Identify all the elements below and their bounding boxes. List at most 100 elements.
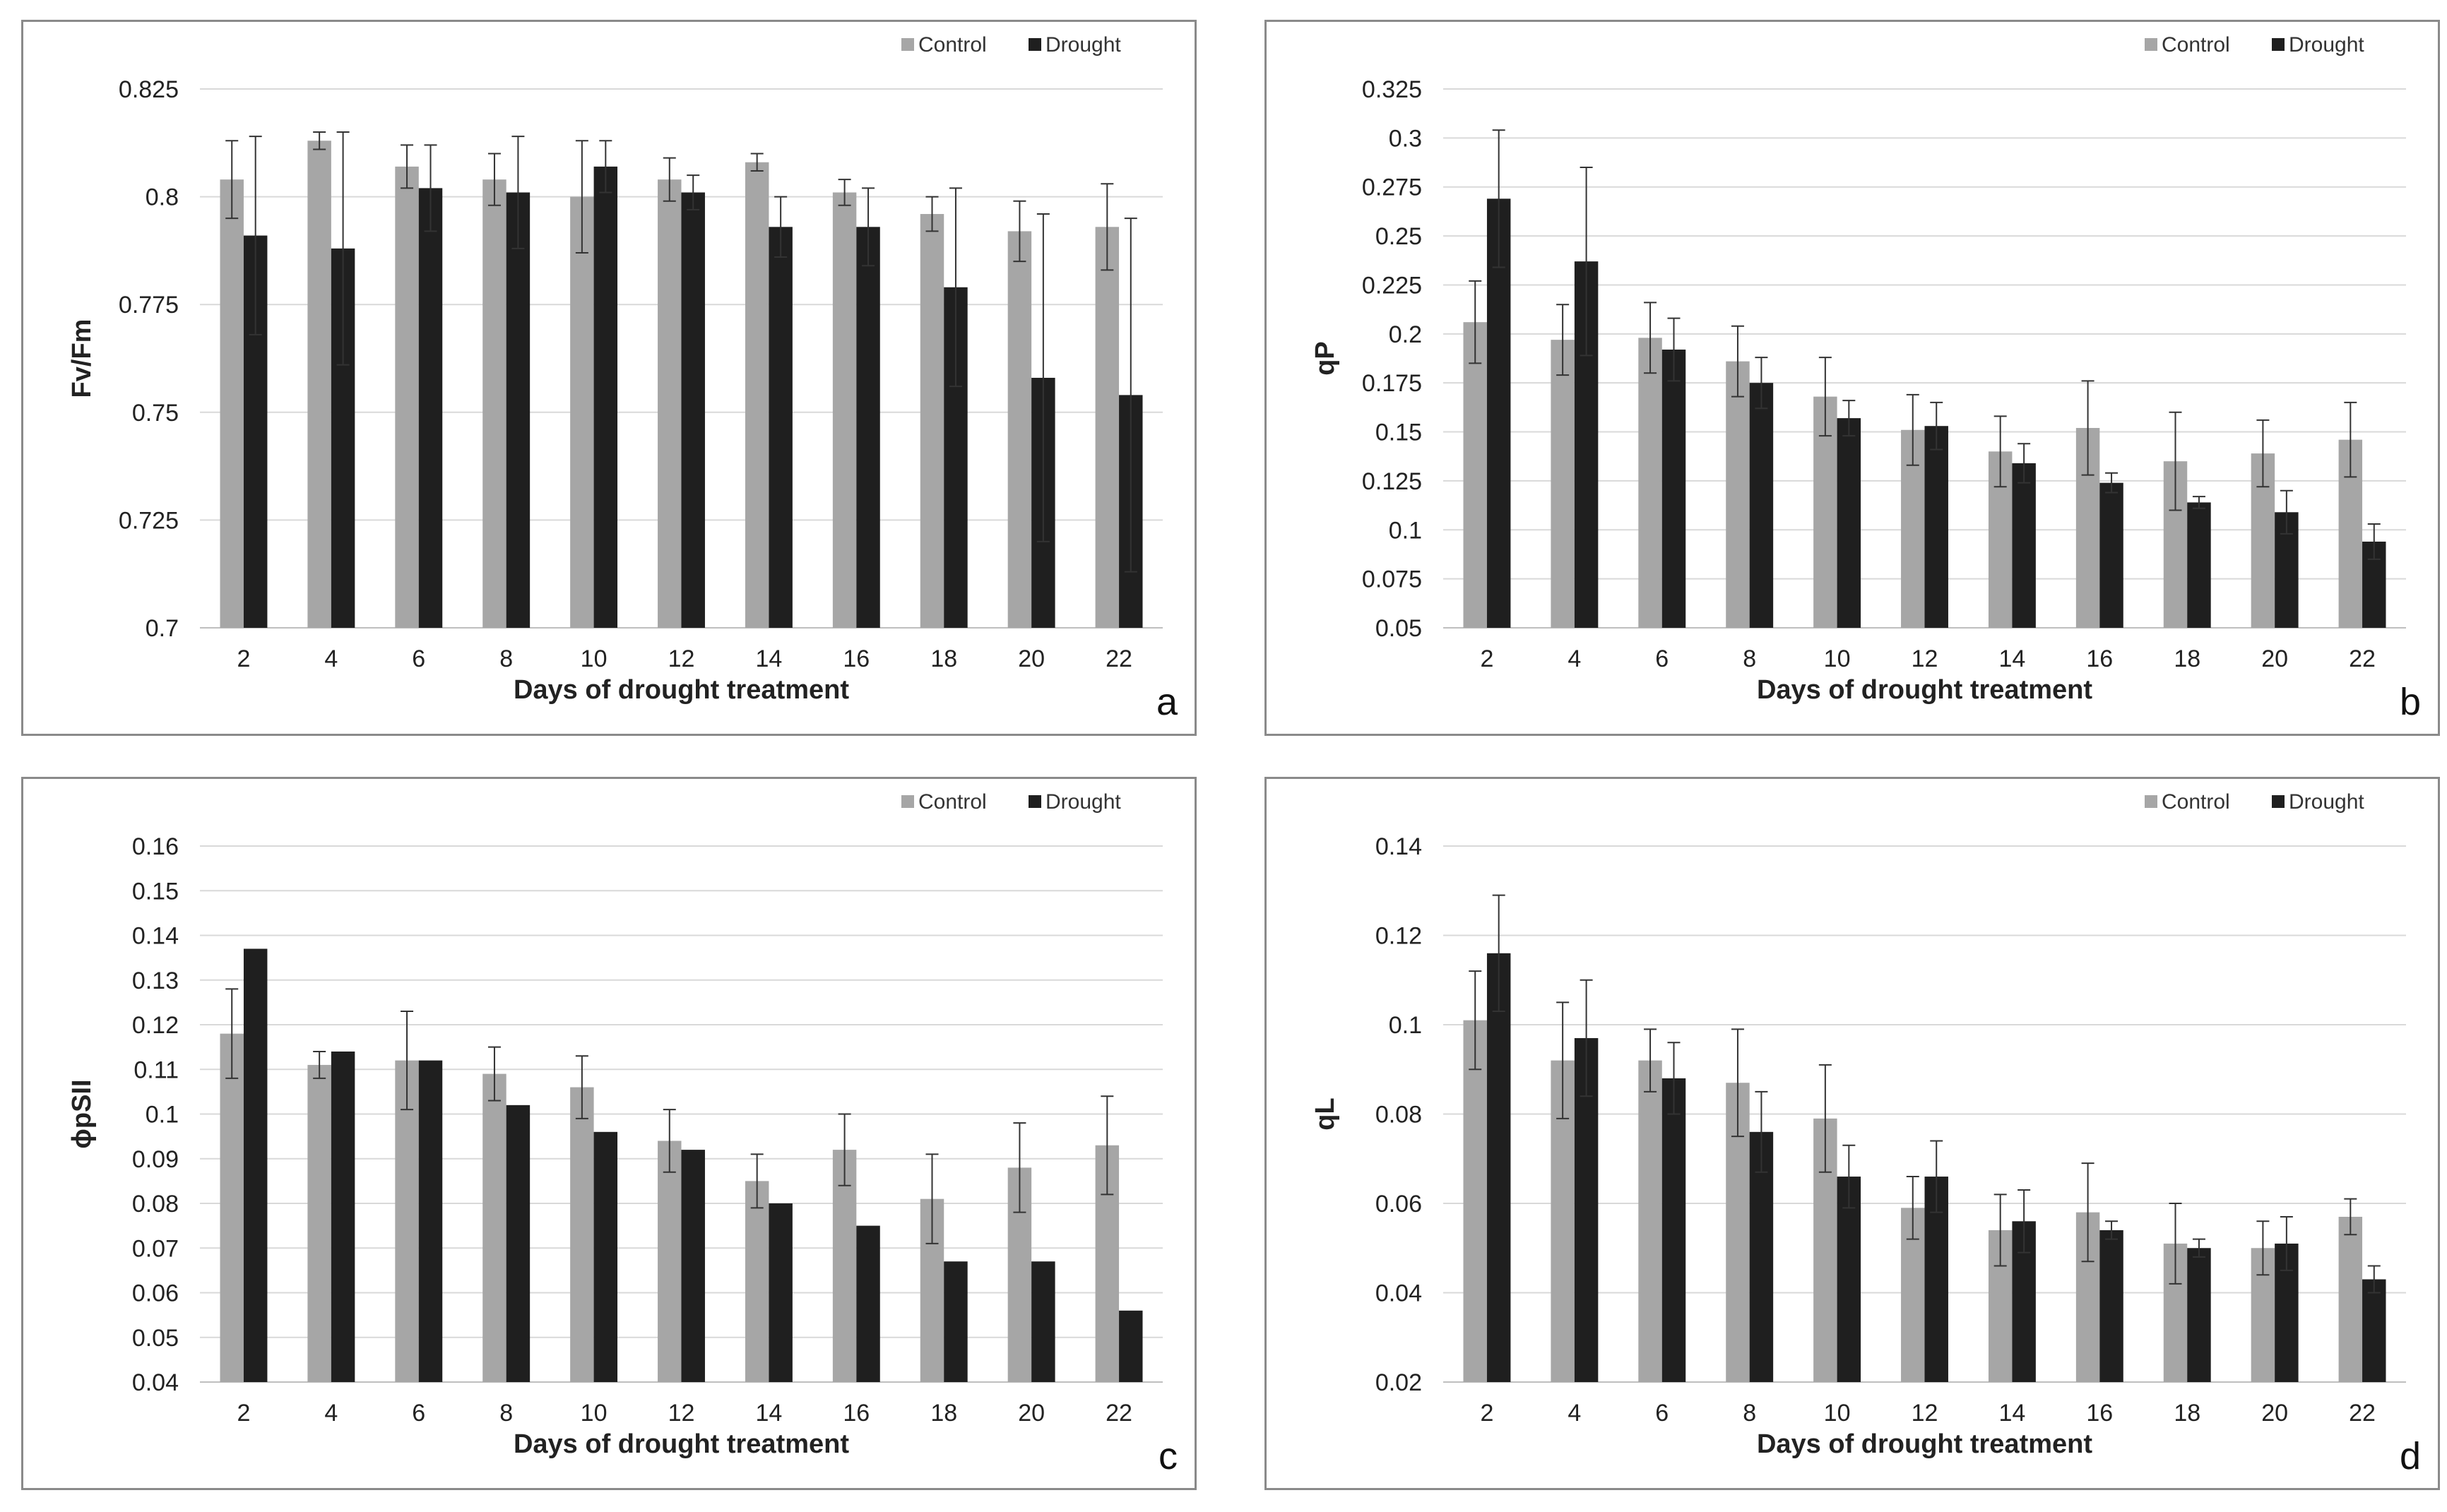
x-tick-label: 8 (1743, 1400, 1756, 1427)
y-tick-label: 0.05 (1375, 615, 1422, 642)
bar-drought-day-6 (418, 1060, 443, 1382)
bar-drought-day-12 (681, 1150, 705, 1382)
bar-control-day-8 (1726, 361, 1750, 628)
y-tick-label: 0.16 (132, 833, 179, 860)
bar-drought-day-8 (506, 192, 531, 629)
legend-label-control: Control (918, 33, 987, 56)
bar-drought-day-16 (2099, 482, 2123, 628)
x-tick-label: 10 (581, 1400, 608, 1427)
y-tick-label: 0.06 (132, 1280, 179, 1307)
x-tick-label: 20 (2261, 1400, 2288, 1427)
bar-control-day-6 (1638, 338, 1662, 628)
y-tick-label: 0.725 (119, 507, 179, 534)
bar-drought-day-12 (1924, 426, 1948, 628)
bar-control-day-10 (570, 1087, 594, 1382)
chart-c: 0.04 0.05 0.06 0.07 0.08 0.09 0.1 0.11 0.12 0.13 0… (67, 790, 1163, 1459)
y-tick-label: 0.13 (132, 968, 179, 994)
y-tick-label: 0.775 (119, 292, 179, 319)
bar-drought-day-16 (856, 227, 880, 628)
bar-control-day-14 (745, 162, 769, 628)
x-tick-label: 12 (1912, 645, 1938, 672)
y-tick-label: 0.825 (119, 76, 179, 103)
x-tick-label: 22 (1106, 1400, 1132, 1427)
x-axis-title: Days of drought treatment (514, 675, 849, 705)
y-tick-label: 0.06 (1375, 1191, 1422, 1218)
bar-control-day-2 (1463, 322, 1487, 628)
x-tick-label: 8 (1743, 645, 1756, 672)
bar-control-day-4 (307, 141, 331, 629)
bar-control-day-6 (1638, 1060, 1662, 1382)
legend-swatch-control (901, 795, 914, 808)
bar-control-day-2 (220, 1033, 244, 1382)
panel-label-d: d (2399, 1435, 2421, 1477)
y-axis-title: qL (1310, 1097, 1340, 1130)
bar-drought-day-14 (769, 227, 793, 628)
bar-drought-day-18 (2187, 1248, 2211, 1382)
legend-swatch-drought (2272, 795, 2285, 808)
x-tick-label: 8 (499, 645, 513, 672)
y-tick-label: 0.11 (134, 1056, 179, 1083)
legend-label-drought: Drought (1045, 33, 1121, 56)
x-tick-label: 6 (412, 645, 425, 672)
x-tick-label: 4 (1568, 1400, 1581, 1427)
x-tick-label: 20 (2261, 645, 2288, 672)
bar-drought-day-2 (1486, 198, 1511, 629)
bar-drought-day-6 (418, 188, 443, 629)
bar-control-day-8 (482, 1073, 506, 1382)
y-axis-title: Fv/Fm (67, 319, 97, 398)
x-tick-label: 18 (2174, 645, 2200, 672)
x-tick-label: 10 (581, 645, 608, 672)
chart-panel-b: 0.05 0.075 0.1 0.125 0.15 0.175 0.2 0.225 0.25 0.… (1264, 20, 2440, 736)
y-tick-label: 0.04 (1375, 1280, 1422, 1307)
y-tick-label: 0.7 (146, 615, 179, 642)
bar-drought-day-10 (593, 166, 618, 628)
legend-label-drought: Drought (1045, 790, 1121, 814)
bar-control-day-4 (1551, 340, 1575, 628)
bar-control-day-16 (832, 192, 857, 629)
x-tick-label: 12 (668, 1400, 695, 1427)
bar-control-day-12 (658, 1141, 682, 1382)
x-tick-label: 4 (1568, 645, 1581, 672)
x-tick-label: 4 (324, 645, 338, 672)
panel-label-c: c (1159, 1435, 1178, 1477)
x-tick-label: 16 (2086, 1400, 2113, 1427)
x-tick-label: 14 (1998, 1400, 2025, 1427)
y-tick-label: 0.14 (132, 923, 179, 950)
bar-drought-day-22 (1119, 1310, 1143, 1382)
legend-label-control: Control (2162, 790, 2230, 814)
bar-drought-day-8 (1749, 1131, 1774, 1382)
y-tick-label: 0.02 (1375, 1369, 1422, 1396)
legend-label-control: Control (2162, 33, 2230, 56)
x-axis-title: Days of drought treatment (1757, 1429, 2092, 1459)
x-tick-label: 14 (755, 645, 782, 672)
bar-control-day-22 (1095, 227, 1120, 628)
bar-drought-day-12 (681, 192, 705, 629)
x-tick-label: 10 (1824, 645, 1851, 672)
bar-drought-day-6 (1661, 1078, 1686, 1382)
bar-drought-day-16 (856, 1225, 880, 1382)
x-tick-label: 16 (843, 645, 870, 672)
x-tick-label: 4 (324, 1400, 338, 1427)
x-tick-label: 6 (1655, 1400, 1669, 1427)
y-tick-label: 0.12 (132, 1012, 179, 1039)
legend-swatch-control (2145, 38, 2157, 51)
bar-control-day-6 (395, 1060, 419, 1382)
y-tick-label: 0.12 (1375, 923, 1422, 950)
chart-panel-a: 0.7 0.725 0.75 0.775 0.8 0.825 2 4 6 8 10 12 14 16 18 2… (21, 20, 1197, 736)
x-tick-label: 18 (2174, 1400, 2200, 1427)
y-tick-label: 0.275 (1362, 174, 1422, 201)
chart-d: 0.02 0.04 0.06 0.08 0.1 0.12 0.14 2 4 6 8 10 12 14 16 1… (1310, 790, 2406, 1459)
chart-b: 0.05 0.075 0.1 0.125 0.15 0.175 0.2 0.225 0.25 0.… (1310, 33, 2406, 705)
x-tick-label: 16 (843, 1400, 870, 1427)
y-axis-title: ϕpSII (67, 1079, 97, 1148)
y-tick-label: 0.07 (132, 1235, 179, 1262)
bar-drought-day-10 (1837, 1177, 1861, 1382)
y-tick-label: 0.325 (1362, 76, 1422, 103)
x-tick-label: 18 (930, 1400, 957, 1427)
legend-swatch-control (2145, 795, 2157, 808)
bar-drought-day-8 (506, 1105, 531, 1382)
bar-drought-day-10 (593, 1131, 618, 1382)
y-tick-label: 0.3 (1389, 125, 1422, 152)
legend-swatch-drought (2272, 38, 2285, 51)
x-tick-label: 12 (1912, 1400, 1938, 1427)
